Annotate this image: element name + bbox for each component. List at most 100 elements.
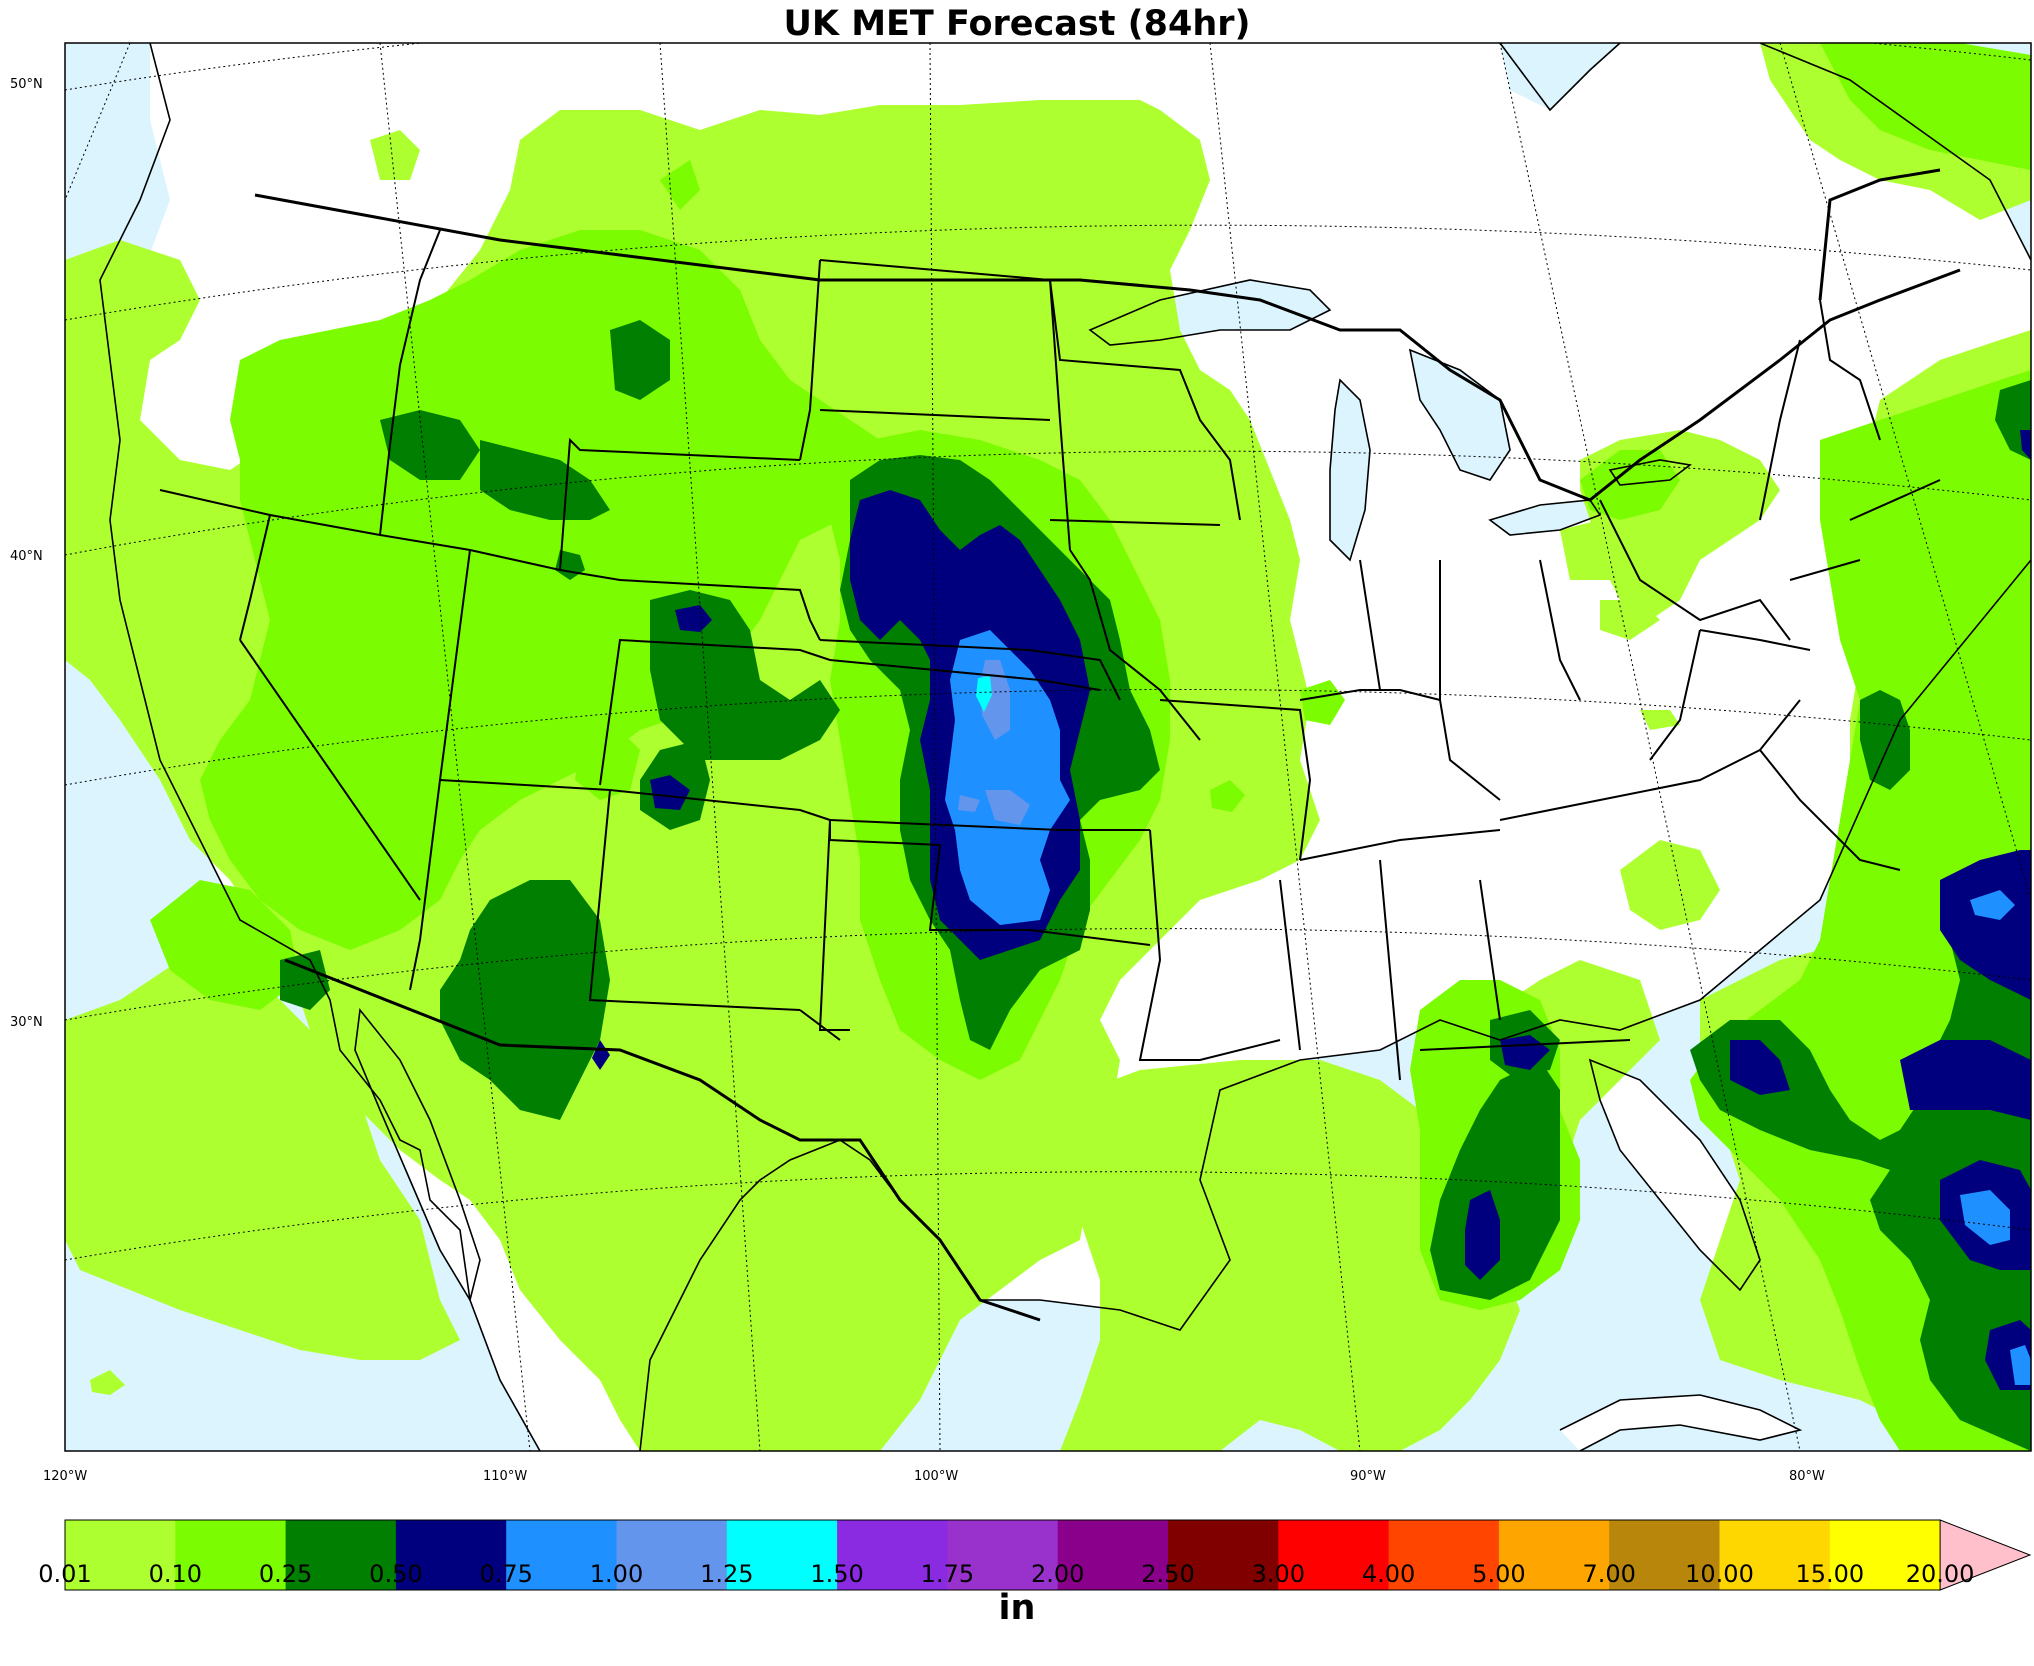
coastline — [1559, 1394, 1803, 1451]
colorbar-tick-label: 0.75 — [479, 1560, 533, 1588]
precip-region — [985, 790, 1030, 825]
colorbar-units: in — [998, 1588, 1036, 1628]
state-border — [799, 1009, 841, 1041]
state-border — [1069, 549, 1201, 741]
country-border — [1818, 168, 1941, 301]
colorbar-swatch — [1609, 1520, 1720, 1590]
state-border — [1299, 829, 1501, 861]
state-border — [1819, 299, 1881, 441]
precip-region — [280, 950, 330, 1010]
precip-region — [1970, 890, 2015, 920]
state-border — [159, 489, 621, 581]
precip-region — [370, 130, 420, 180]
state-border — [819, 639, 1121, 701]
country-borders — [254, 168, 1961, 1322]
colorbar-tick-label: 0.10 — [148, 1560, 203, 1588]
state-border — [1759, 749, 1901, 871]
coastline — [1408, 348, 1511, 481]
colorbar-extend-arrow — [1939, 1519, 2032, 1591]
cuba — [1560, 1395, 1800, 1451]
coastline — [1499, 43, 1621, 112]
colorbar-tick-label: 0.50 — [369, 1560, 423, 1588]
precip-region — [1940, 850, 2031, 1000]
precip-region — [1900, 1040, 2031, 1120]
state-border — [559, 437, 801, 571]
precip-region — [1465, 1190, 1500, 1280]
precip-region — [410, 540, 510, 630]
state-border — [1479, 879, 1501, 1021]
state-border — [439, 779, 831, 821]
graticule-line — [1779, 43, 2031, 901]
precip-region — [1690, 850, 2031, 1451]
precip-region — [1730, 1040, 1790, 1095]
precip-region — [380, 410, 480, 480]
graticule-line — [659, 43, 761, 1451]
colorbar-tick-label: 1.75 — [920, 1560, 975, 1588]
state-border — [239, 639, 421, 901]
colorbar-swatch — [65, 1520, 176, 1590]
state-border — [829, 659, 1101, 691]
precip-region — [1960, 1190, 2010, 1245]
state-border — [829, 820, 1151, 946]
colorbar-swatch — [1388, 1520, 1500, 1590]
colorbar-tick-label: 15.00 — [1795, 1560, 1865, 1588]
lon-label-90: 90°W — [1350, 1469, 1386, 1484]
lat-label-50: 50°N — [10, 77, 43, 92]
precip-region — [90, 1370, 125, 1395]
colorbar-swatch — [285, 1520, 397, 1590]
state-border — [1539, 559, 1581, 701]
colorbar-tick-label: 0.01 — [38, 1560, 92, 1588]
graticule-line — [65, 450, 2031, 556]
precip-region — [1620, 840, 1720, 930]
colorbar-tick-label: 20.00 — [1905, 1560, 1975, 1588]
lat-label-30: 30°N — [10, 1015, 43, 1030]
lake-huron — [1410, 350, 1510, 480]
colorbar-swatch — [947, 1520, 1059, 1590]
state-border — [1359, 559, 1381, 691]
coastline — [99, 43, 541, 1451]
precip-region — [592, 1040, 610, 1070]
precip-region — [675, 605, 712, 632]
precip-region — [65, 960, 460, 1360]
colorbar-tick-label: 7.00 — [1582, 1560, 1636, 1588]
coastline — [1488, 499, 1602, 536]
coastline — [1588, 1058, 1761, 1292]
colorbar-outline — [64, 1519, 1941, 1591]
colorbar-tick-label: 3.00 — [1251, 1560, 1306, 1588]
colorbar-swatch — [395, 1520, 507, 1590]
state-border — [1759, 339, 1801, 521]
colorbar-swatch — [1168, 1520, 1279, 1590]
colorbar-swatch — [1829, 1520, 1941, 1590]
precip-region — [1430, 1060, 1560, 1300]
colorbar — [64, 1519, 2032, 1591]
colorbar-tick-label: 0.25 — [258, 1560, 313, 1588]
colorbar-swatch — [506, 1520, 617, 1590]
state-border — [239, 514, 271, 641]
precip-region — [480, 440, 610, 520]
precip-region — [1060, 1060, 1520, 1451]
coastline — [354, 1008, 481, 1303]
colorbar-swatch — [1498, 1520, 1610, 1590]
lat-label-40: 40°N — [10, 549, 43, 564]
country-border — [284, 958, 1041, 1322]
precip-region — [650, 590, 840, 760]
state-border — [829, 819, 1150, 831]
precip-region — [1580, 450, 1680, 520]
graticule-line — [1209, 43, 1361, 1451]
state-border — [1599, 499, 1791, 641]
state-border — [1699, 629, 1811, 651]
state-border — [588, 789, 801, 1011]
precip-region — [976, 676, 992, 712]
state-border — [1649, 629, 1701, 761]
precip-0.75-contours — [945, 630, 2031, 1385]
lon-label-120: 120°W — [43, 1469, 88, 1484]
colorbar-tick-label: 1.25 — [700, 1560, 754, 1588]
graticule-line — [65, 43, 131, 201]
state-border — [1439, 560, 1501, 801]
state-border — [1419, 1039, 1631, 1051]
coastline — [639, 559, 2031, 1451]
colorbar-tick-label: 1.00 — [589, 1560, 644, 1588]
lon-label-110: 110°W — [483, 1469, 528, 1484]
precip-region — [575, 720, 640, 800]
